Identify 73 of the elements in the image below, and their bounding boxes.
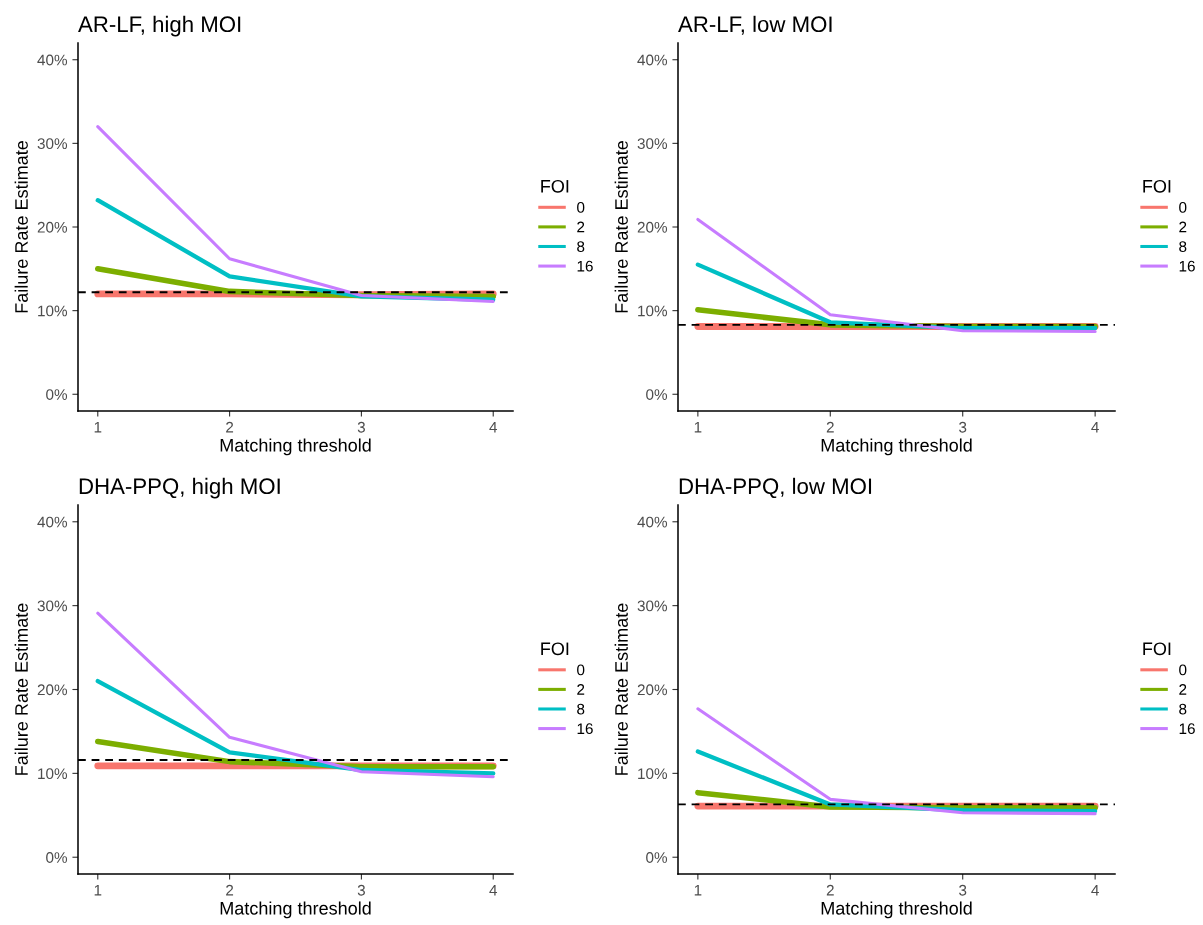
x-axis-title: Matching threshold	[821, 438, 972, 456]
legend-label: 8	[577, 241, 585, 252]
legend-label: 16	[1179, 260, 1195, 272]
x-tick-label: 3	[959, 421, 967, 433]
y-tick-label: 40%	[37, 54, 68, 66]
y-tick-label: 30%	[637, 138, 668, 150]
legend-label: 8	[1179, 703, 1187, 715]
y-axis-title: Failure Rate Estimate	[14, 141, 28, 313]
legend-label: 8	[577, 703, 585, 715]
legend-label: 2	[577, 221, 585, 233]
chart-title: AR-LF, high MOI	[78, 15, 241, 37]
x-tick-label: 3	[357, 884, 365, 896]
line-series	[96, 125, 495, 303]
x-tick-label: 2	[826, 421, 834, 433]
x-tick-label: 1	[694, 421, 702, 433]
legend-label: 8	[1179, 241, 1187, 252]
x-tick-label: 2	[226, 421, 234, 433]
y-tick-label: 10%	[38, 305, 68, 317]
legend-label: 0	[577, 664, 585, 676]
chart-title: DHA-PPQ, high MOI	[79, 477, 280, 499]
legend-label: 2	[577, 684, 585, 695]
legend-label: 0	[1179, 201, 1187, 213]
y-tick-label: 10%	[638, 768, 668, 780]
legend-label: 2	[1179, 221, 1187, 233]
chart-title: AR-LF, low MOI	[678, 15, 832, 35]
x-tick-label: 1	[694, 884, 702, 896]
y-tick-label: 0%	[646, 852, 668, 863]
chart-title: DHA-PPQ, low MOI	[679, 477, 872, 499]
y-tick-label: 20%	[37, 221, 68, 233]
y-tick-label: 40%	[637, 54, 668, 66]
legend-title: FOI	[541, 642, 569, 656]
y-axis-title: Failure Rate Estimate	[614, 141, 628, 313]
legend-label: 0	[577, 201, 585, 213]
y-tick-label: 30%	[37, 138, 68, 150]
legend-title: FOI	[1143, 179, 1171, 193]
x-axis-title: Matching threshold	[220, 901, 371, 919]
y-tick-label: 0%	[46, 389, 68, 400]
line-series	[696, 217, 1097, 334]
y-axis-title: Failure Rate Estimate	[14, 603, 28, 775]
x-tick-label: 4	[1091, 421, 1099, 433]
line-series	[95, 678, 496, 776]
x-axis-title: Matching threshold	[220, 438, 371, 456]
x-tick-label: 2	[826, 884, 834, 896]
x-tick-label: 1	[94, 421, 102, 433]
legend-label: 2	[1179, 684, 1187, 695]
x-tick-label: 1	[94, 884, 102, 896]
legend-title: FOI	[1143, 642, 1171, 656]
line-series	[696, 707, 1097, 816]
x-tick-label: 3	[357, 421, 365, 433]
y-tick-label: 40%	[637, 516, 668, 528]
x-axis-title: Matching threshold	[821, 901, 972, 919]
legend-label: 16	[1179, 723, 1195, 735]
y-tick-label: 0%	[46, 852, 68, 863]
y-tick-label: 30%	[37, 600, 68, 612]
y-tick-label: 40%	[37, 516, 68, 528]
legend-label: 16	[577, 723, 593, 735]
y-tick-label: 20%	[637, 684, 668, 696]
x-tick-label: 3	[959, 884, 967, 896]
x-tick-label: 4	[489, 421, 498, 433]
line-series	[96, 611, 495, 779]
y-tick-label: 10%	[638, 305, 668, 317]
legend-label: 16	[577, 260, 593, 272]
x-tick-label: 4	[489, 884, 498, 896]
y-tick-label: 20%	[637, 221, 668, 233]
y-tick-label: 20%	[37, 684, 68, 696]
y-tick-label: 30%	[637, 600, 668, 612]
y-tick-label: 10%	[38, 768, 68, 780]
legend-label: 0	[1179, 664, 1187, 676]
y-tick-label: 0%	[646, 389, 668, 400]
x-tick-label: 2	[226, 884, 234, 896]
x-tick-label: 4	[1091, 884, 1099, 896]
y-axis-title: Failure Rate Estimate	[614, 603, 628, 775]
legend-title: FOI	[541, 179, 569, 193]
